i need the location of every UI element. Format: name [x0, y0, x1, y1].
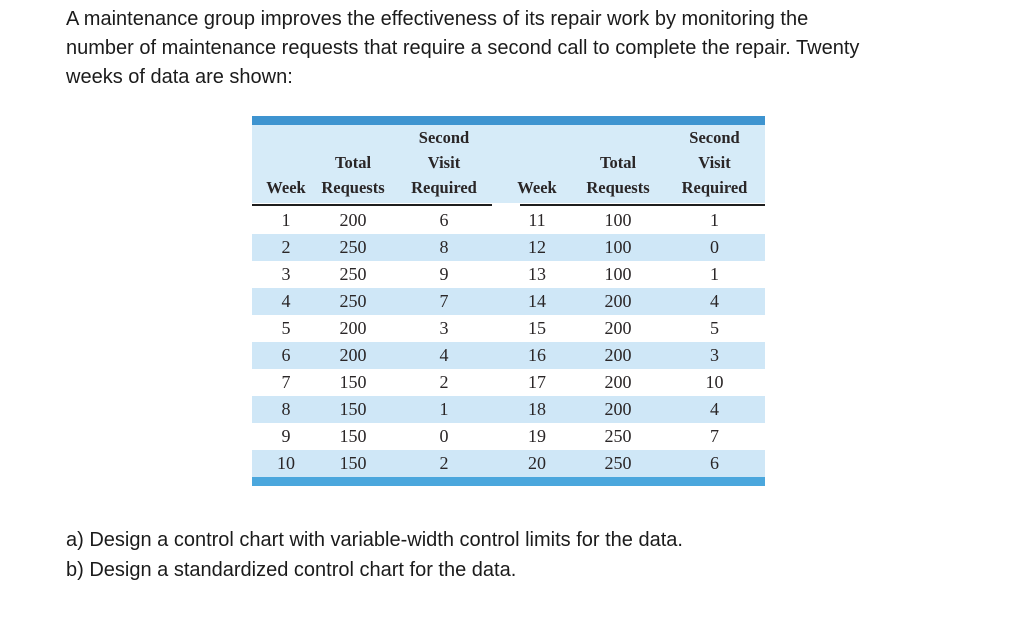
header-rule-left [252, 204, 492, 206]
table-row: 4 250 7 14 200 4 [252, 288, 765, 315]
table-cell: 6 [439, 210, 449, 230]
table-cell: 200 [339, 210, 367, 230]
table-cell: 2 [439, 372, 449, 392]
table-cell: 150 [339, 453, 367, 473]
table-cell: 100 [604, 210, 632, 230]
col-header-second-visit-right: Second Visit Required [681, 128, 748, 197]
col-header-total-requests-left: Total Requests [321, 153, 385, 197]
table-cell: 200 [604, 318, 632, 338]
table-cell: 3 [710, 345, 719, 365]
table-cell: 10 [705, 372, 724, 392]
table-cell: 8 [439, 237, 449, 257]
table-cell: 100 [604, 237, 632, 257]
table-cell: 250 [604, 426, 632, 446]
table-cell: 1 [439, 399, 449, 419]
table-cell: 4 [281, 291, 291, 311]
statement-line: weeks of data are shown: [66, 66, 293, 88]
table-cell: 14 [528, 291, 546, 311]
table-bottom-bar [252, 477, 765, 486]
problem-statement: A maintenance group improves the effecti… [66, 5, 966, 92]
table-cell: 0 [439, 426, 449, 446]
table-cell: 4 [439, 345, 449, 365]
table-row: 5 200 3 15 200 5 [252, 315, 765, 342]
table-cell: 9 [439, 264, 449, 284]
table-cell: 250 [604, 453, 632, 473]
table-cell: 1 [281, 210, 291, 230]
table-cell: 250 [339, 264, 367, 284]
header-rule-row [252, 203, 765, 207]
col-header-week-right: Week [517, 178, 557, 197]
table-cell: 200 [339, 318, 367, 338]
table-row: 2 250 8 12 100 0 [252, 234, 765, 261]
table-row: 9 150 0 19 250 7 [252, 423, 765, 450]
table-row: 7 150 2 17 200 10 [252, 369, 765, 396]
table-cell: 250 [339, 291, 367, 311]
table-cell: 7 [710, 426, 719, 446]
table-cell: 20 [528, 453, 546, 473]
table-cell: 2 [439, 453, 449, 473]
statement-line: number of maintenance requests that requ… [66, 37, 860, 59]
table-cell: 7 [281, 372, 291, 392]
table-cell: 3 [439, 318, 449, 338]
table-cell: 7 [439, 291, 449, 311]
table-cell: 1 [710, 210, 719, 230]
statement-line: A maintenance group improves the effecti… [66, 8, 809, 30]
table-row: 3 250 9 13 100 1 [252, 261, 765, 288]
table-row: 1 200 6 11 100 1 [252, 207, 765, 234]
table-header-row: Week Total Requests Second Visit Require… [252, 125, 765, 203]
table-row: 10 150 2 20 250 6 [252, 450, 765, 477]
col-header-second-visit-left: Second Visit Required [411, 128, 477, 197]
table-cell: 0 [710, 237, 719, 257]
table-cell: 5 [710, 318, 719, 338]
table-cell: 200 [604, 372, 632, 392]
table-cell: 10 [277, 453, 295, 473]
header-rule-right [520, 204, 765, 206]
table-cell: 9 [281, 426, 291, 446]
table-cell: 100 [604, 264, 632, 284]
question-b: b) Design a standardized control chart f… [66, 558, 517, 581]
table-row: 6 200 4 16 200 3 [252, 342, 765, 369]
table-cell: 5 [281, 318, 291, 338]
table-row: 8 150 1 18 200 4 [252, 396, 765, 423]
table-cell: 17 [528, 372, 546, 392]
table-cell: 250 [339, 237, 367, 257]
table-cell: 200 [339, 345, 367, 365]
table-cell: 2 [281, 237, 291, 257]
table-cell: 150 [339, 399, 367, 419]
table-cell: 150 [339, 426, 367, 446]
table-cell: 15 [528, 318, 546, 338]
table-cell: 1 [710, 264, 719, 284]
table-cell: 200 [604, 399, 632, 419]
table-cell: 4 [710, 399, 719, 419]
table-cell: 18 [528, 399, 546, 419]
col-header-total-requests-right: Total Requests [586, 153, 650, 197]
question-a: a) Design a control chart with variable-… [66, 529, 683, 551]
table-cell: 3 [281, 264, 291, 284]
table-cell: 6 [710, 453, 719, 473]
question-list: a) Design a control chart with variable-… [66, 526, 966, 585]
data-table: Week Total Requests Second Visit Require… [252, 116, 765, 486]
table-cell: 200 [604, 291, 632, 311]
table-cell: 12 [528, 237, 546, 257]
table-cell: 150 [339, 372, 367, 392]
table-top-bar [252, 116, 765, 125]
table-cell: 13 [528, 264, 546, 284]
col-header-week-left: Week [266, 178, 306, 197]
table-cell: 8 [281, 399, 291, 419]
table-cell: 19 [528, 426, 546, 446]
table-cell: 200 [604, 345, 632, 365]
table-cell: 16 [528, 345, 546, 365]
table-cell: 4 [710, 291, 719, 311]
table-cell: 11 [528, 210, 546, 230]
table-cell: 6 [281, 345, 291, 365]
